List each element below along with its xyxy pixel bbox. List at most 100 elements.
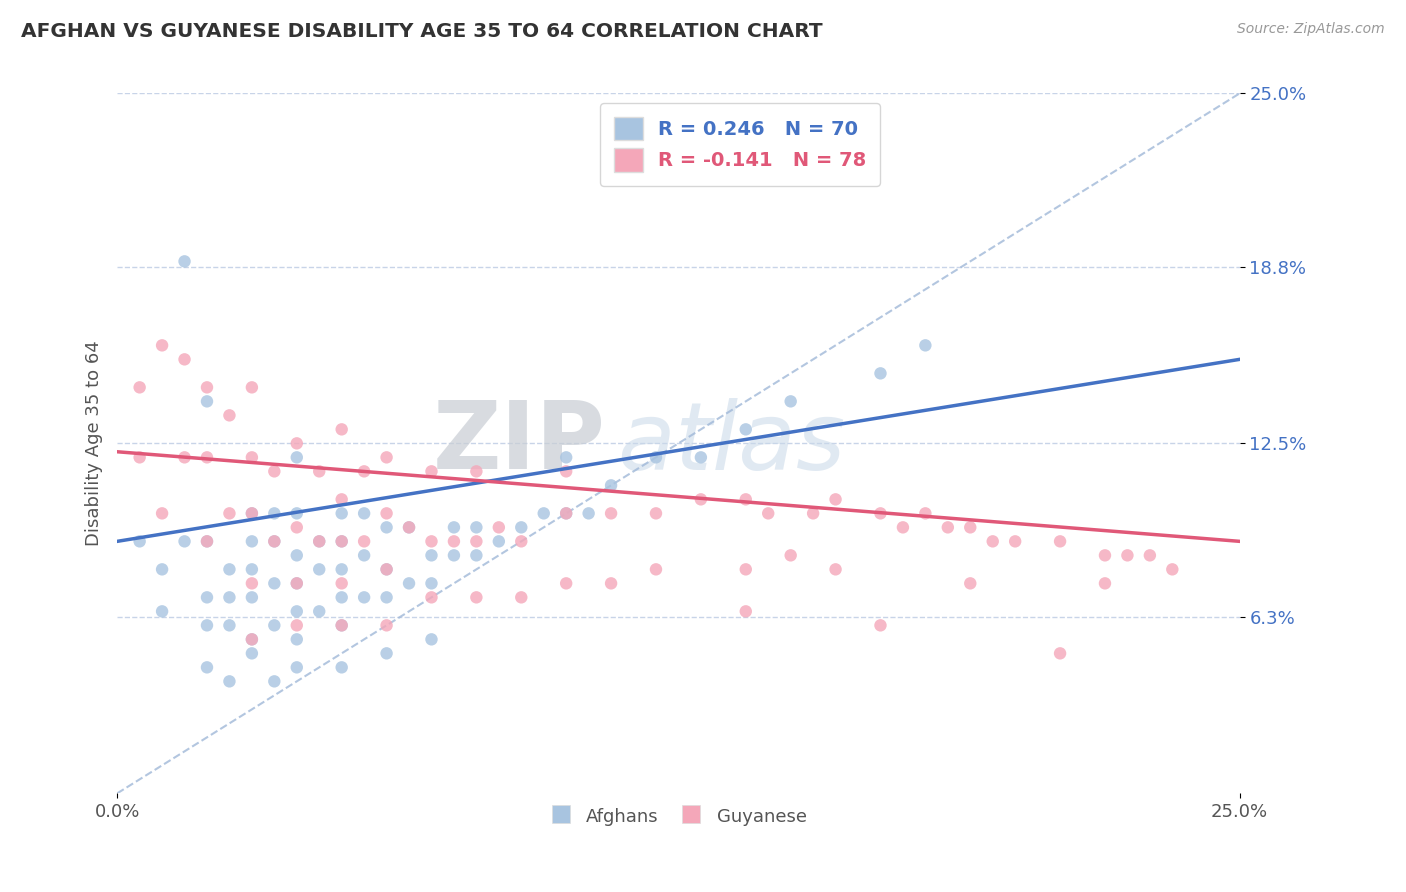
Point (330, 576, 353, 591)
Point (465, 534, 488, 549)
Point (353, 464, 375, 478)
Point (465, 520, 488, 534)
Point (240, 380, 263, 394)
Point (734, 604, 756, 618)
Point (263, 507, 285, 521)
Point (779, 549, 801, 563)
Point (779, 394, 801, 409)
Point (218, 409, 240, 423)
Point (330, 534, 353, 549)
Point (398, 520, 420, 534)
Point (218, 562, 240, 576)
Point (308, 534, 330, 549)
Point (128, 450, 150, 465)
Point (285, 520, 308, 534)
Point (375, 591, 398, 605)
Point (555, 507, 578, 521)
Point (1004, 534, 1026, 549)
Point (353, 549, 375, 563)
Point (150, 338, 173, 352)
Point (420, 549, 443, 563)
Point (936, 520, 959, 534)
Y-axis label: Disability Age 35 to 64: Disability Age 35 to 64 (86, 341, 103, 546)
Point (555, 576, 578, 591)
Point (1139, 549, 1161, 563)
Point (128, 534, 150, 549)
Point (330, 660, 353, 674)
Point (734, 492, 756, 507)
Point (689, 450, 711, 465)
Point (308, 534, 330, 549)
Point (330, 618, 353, 632)
Point (510, 591, 533, 605)
Point (173, 254, 195, 268)
Point (240, 632, 263, 647)
Point (1116, 549, 1139, 563)
Point (645, 562, 668, 576)
Point (600, 507, 623, 521)
Point (308, 464, 330, 478)
Point (914, 338, 936, 352)
Point (869, 367, 891, 381)
Point (375, 562, 398, 576)
Point (263, 534, 285, 549)
Point (1049, 534, 1071, 549)
Point (330, 534, 353, 549)
Point (734, 562, 756, 576)
Point (240, 646, 263, 660)
Point (555, 450, 578, 465)
Point (1161, 562, 1184, 576)
Point (510, 534, 533, 549)
Point (240, 632, 263, 647)
Point (240, 450, 263, 465)
Point (195, 380, 218, 394)
Point (330, 422, 353, 436)
Point (173, 534, 195, 549)
Point (263, 534, 285, 549)
Point (218, 674, 240, 689)
Point (600, 478, 623, 492)
Point (195, 534, 218, 549)
Point (173, 450, 195, 465)
Point (375, 618, 398, 632)
Point (195, 591, 218, 605)
Point (308, 562, 330, 576)
Point (285, 576, 308, 591)
Point (891, 520, 914, 534)
Point (1094, 549, 1116, 563)
Point (263, 674, 285, 689)
Point (578, 507, 600, 521)
Text: Source: ZipAtlas.com: Source: ZipAtlas.com (1237, 22, 1385, 37)
Point (330, 507, 353, 521)
Point (1094, 576, 1116, 591)
Point (375, 646, 398, 660)
Point (128, 380, 150, 394)
Point (959, 520, 981, 534)
Point (285, 576, 308, 591)
Point (801, 507, 824, 521)
Point (555, 507, 578, 521)
Point (240, 576, 263, 591)
Point (533, 507, 555, 521)
Point (1049, 646, 1071, 660)
Point (645, 450, 668, 465)
Point (195, 660, 218, 674)
Point (195, 394, 218, 409)
Point (824, 492, 846, 507)
Point (375, 450, 398, 465)
Point (375, 562, 398, 576)
Point (353, 534, 375, 549)
Point (240, 534, 263, 549)
Point (218, 507, 240, 521)
Point (465, 549, 488, 563)
Text: atlas: atlas (617, 398, 845, 489)
Point (150, 562, 173, 576)
Point (330, 618, 353, 632)
Point (734, 422, 756, 436)
Point (150, 507, 173, 521)
Point (263, 576, 285, 591)
Point (689, 492, 711, 507)
Point (195, 450, 218, 465)
Point (285, 436, 308, 450)
Point (285, 660, 308, 674)
